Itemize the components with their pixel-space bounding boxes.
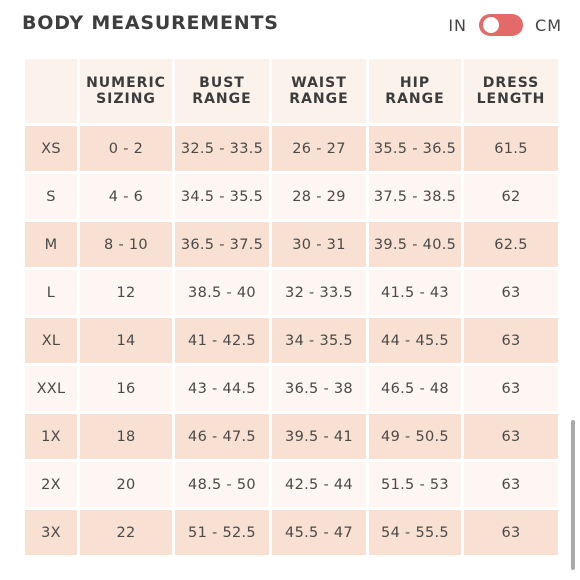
size-label-cell: XS bbox=[25, 126, 77, 171]
bust-range-cell: 43 - 44.5 bbox=[175, 366, 269, 411]
size-label-cell: XL bbox=[25, 318, 77, 363]
bust-range-cell: 51 - 52.5 bbox=[175, 510, 269, 555]
bust-range-cell: 34.5 - 35.5 bbox=[175, 174, 269, 219]
hip-range-cell: 51.5 - 53 bbox=[369, 462, 461, 507]
header-line-2: RANGE bbox=[289, 91, 349, 107]
waist-range-cell: 42.5 - 44 bbox=[272, 462, 366, 507]
waist-range-cell: 28 - 29 bbox=[272, 174, 366, 219]
bust-range-cell: 48.5 - 50 bbox=[175, 462, 269, 507]
dress-length-cell: 63 bbox=[464, 462, 558, 507]
header-line-1: DRESS bbox=[482, 75, 540, 91]
table-header-row: NUMERIC SIZING BUST RANGE WAIST RANGE HIP RANGE… bbox=[25, 59, 558, 123]
size-label-cell: S bbox=[25, 174, 77, 219]
size-label-cell: 3X bbox=[25, 510, 77, 555]
numeric-sizing-header: NUMERIC SIZING bbox=[80, 59, 172, 123]
bust-range-cell: 32.5 - 33.5 bbox=[175, 126, 269, 171]
waist-range-cell: 26 - 27 bbox=[272, 126, 366, 171]
measurements-table: NUMERIC SIZING BUST RANGE WAIST RANGE HIP RANGE… bbox=[22, 56, 561, 558]
table-row: 3X 22 51 - 52.5 45.5 - 47 54 - 55.5 63 bbox=[25, 510, 558, 555]
bust-range-cell: 46 - 47.5 bbox=[175, 414, 269, 459]
table-row: L 12 38.5 - 40 32 - 33.5 41.5 - 43 63 bbox=[25, 270, 558, 315]
table-row: 2X 20 48.5 - 50 42.5 - 44 51.5 - 53 63 bbox=[25, 462, 558, 507]
numeric-size-cell: 12 bbox=[80, 270, 172, 315]
table-body: XS 0 - 2 32.5 - 33.5 26 - 27 35.5 - 36.5 61.5… bbox=[25, 126, 558, 555]
size-label-cell: XXL bbox=[25, 366, 77, 411]
header-line-1: HIP bbox=[399, 75, 431, 91]
hip-range-cell: 44 - 45.5 bbox=[369, 318, 461, 363]
dress-length-cell: 63 bbox=[464, 510, 558, 555]
header-line-2: RANGE bbox=[192, 91, 252, 107]
toggle-knob bbox=[483, 17, 500, 33]
size-chart: NUMERIC SIZING BUST RANGE WAIST RANGE HIP RANGE… bbox=[22, 56, 558, 566]
table-row: XS 0 - 2 32.5 - 33.5 26 - 27 35.5 - 36.5 61.5 bbox=[25, 126, 558, 171]
hip-range-cell: 41.5 - 43 bbox=[369, 270, 461, 315]
size-label-cell: M bbox=[25, 222, 77, 267]
dress-length-cell: 62 bbox=[464, 174, 558, 219]
numeric-size-cell: 4 - 6 bbox=[80, 174, 172, 219]
dress-length-header: DRESS LENGTH bbox=[464, 59, 558, 123]
header-line-2: RANGE bbox=[385, 91, 445, 107]
header-line-1: WAIST bbox=[291, 75, 347, 91]
numeric-size-cell: 16 bbox=[80, 366, 172, 411]
dress-length-cell: 61.5 bbox=[464, 126, 558, 171]
waist-range-cell: 30 - 31 bbox=[272, 222, 366, 267]
waist-range-cell: 36.5 - 38 bbox=[272, 366, 366, 411]
numeric-size-cell: 22 bbox=[80, 510, 172, 555]
hip-range-cell: 35.5 - 36.5 bbox=[369, 126, 461, 171]
dress-length-cell: 62.5 bbox=[464, 222, 558, 267]
size-column-header bbox=[25, 59, 77, 123]
waist-range-cell: 32 - 33.5 bbox=[272, 270, 366, 315]
hip-range-cell: 46.5 - 48 bbox=[369, 366, 461, 411]
waist-range-cell: 45.5 - 47 bbox=[272, 510, 366, 555]
header-line-1: NUMERIC bbox=[86, 75, 166, 91]
table-row: XL 14 41 - 42.5 34 - 35.5 44 - 45.5 63 bbox=[25, 318, 558, 363]
header-line-2: SIZING bbox=[96, 91, 156, 107]
table-row: XXL 16 43 - 44.5 36.5 - 38 46.5 - 48 63 bbox=[25, 366, 558, 411]
dress-length-cell: 63 bbox=[464, 270, 558, 315]
scrollbar[interactable] bbox=[571, 420, 575, 570]
dress-length-cell: 63 bbox=[464, 318, 558, 363]
bust-range-cell: 36.5 - 37.5 bbox=[175, 222, 269, 267]
numeric-size-cell: 8 - 10 bbox=[80, 222, 172, 267]
unit-toggle-switch[interactable] bbox=[479, 14, 524, 36]
hip-range-cell: 54 - 55.5 bbox=[369, 510, 461, 555]
hip-range-header: HIP RANGE bbox=[369, 59, 461, 123]
unit-toggle-group: IN CM bbox=[448, 12, 562, 38]
hip-range-cell: 49 - 50.5 bbox=[369, 414, 461, 459]
size-label-cell: 1X bbox=[25, 414, 77, 459]
header: BODY MEASUREMENTS IN CM bbox=[22, 10, 562, 40]
size-label-cell: 2X bbox=[25, 462, 77, 507]
numeric-size-cell: 20 bbox=[80, 462, 172, 507]
page-title: BODY MEASUREMENTS bbox=[22, 12, 279, 34]
bust-range-cell: 38.5 - 40 bbox=[175, 270, 269, 315]
waist-range-cell: 34 - 35.5 bbox=[272, 318, 366, 363]
numeric-size-cell: 0 - 2 bbox=[80, 126, 172, 171]
size-label-cell: L bbox=[25, 270, 77, 315]
waist-range-cell: 39.5 - 41 bbox=[272, 414, 366, 459]
hip-range-cell: 39.5 - 40.5 bbox=[369, 222, 461, 267]
dress-length-cell: 63 bbox=[464, 414, 558, 459]
header-line-2: LENGTH bbox=[476, 91, 546, 107]
unit-label-cm[interactable]: CM bbox=[535, 15, 562, 35]
bust-range-cell: 41 - 42.5 bbox=[175, 318, 269, 363]
waist-range-header: WAIST RANGE bbox=[272, 59, 366, 123]
table-row: 1X 18 46 - 47.5 39.5 - 41 49 - 50.5 63 bbox=[25, 414, 558, 459]
numeric-size-cell: 14 bbox=[80, 318, 172, 363]
numeric-size-cell: 18 bbox=[80, 414, 172, 459]
hip-range-cell: 37.5 - 38.5 bbox=[369, 174, 461, 219]
bust-range-header: BUST RANGE bbox=[175, 59, 269, 123]
unit-label-in[interactable]: IN bbox=[448, 15, 468, 35]
header-line-1: BUST bbox=[199, 75, 245, 91]
dress-length-cell: 63 bbox=[464, 366, 558, 411]
